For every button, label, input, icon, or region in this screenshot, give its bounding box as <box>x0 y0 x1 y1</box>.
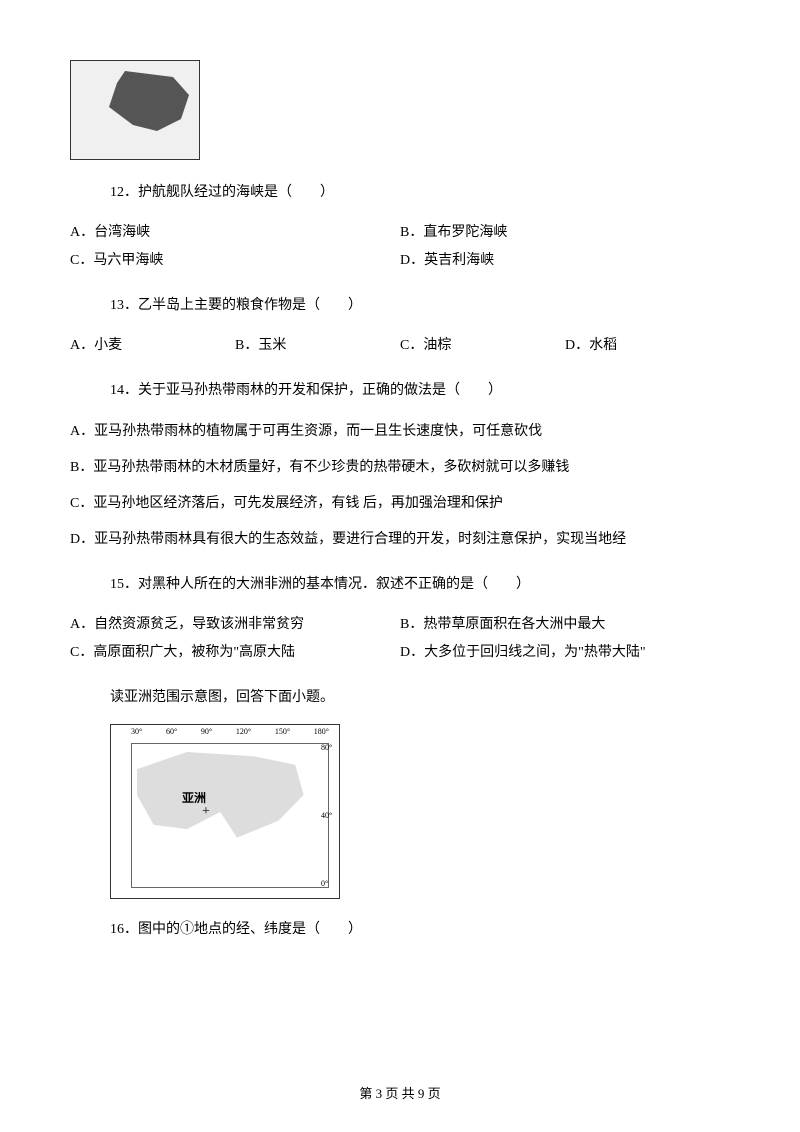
asia-landmass <box>137 752 304 838</box>
option-13b: B．玉米 <box>235 332 400 360</box>
option-13c: C．油棕 <box>400 332 565 360</box>
coord-lat-1: 40° <box>321 811 341 820</box>
map-longitude-labels: 30° 60° 90° 120° 150° 180° <box>131 727 329 736</box>
asia-map: 30° 60° 90° 120° 150° 180° 亚洲 + 80° 40° … <box>110 724 340 899</box>
map-grid: 亚洲 + <box>131 743 329 888</box>
option-15d: D．大多位于回归线之间，为"热带大陆" <box>400 639 730 667</box>
map-cross-icon: + <box>202 804 210 820</box>
china-silhouette <box>109 71 189 131</box>
option-15a: A．自然资源贫乏，导致该洲非常贫穷 <box>70 611 400 639</box>
question-14: 14．关于亚马孙热带雨林的开发和保护，正确的做法是（ ） <box>110 378 730 403</box>
coord-lon-0: 30° <box>131 727 142 736</box>
option-14c: C．亚马孙地区经济落后，可先发展经济，有钱 后，再加强治理和保护 <box>70 490 730 518</box>
map-latitude-labels: 80° 40° 0° <box>321 743 341 888</box>
option-13a: A．小麦 <box>70 332 235 360</box>
coord-lon-3: 120° <box>236 727 251 736</box>
page-footer: 第 3 页 共 9 页 <box>0 1083 800 1102</box>
option-14a: A．亚马孙热带雨林的植物属于可再生资源，而一且生长速度快，可任意砍伐 <box>70 418 730 446</box>
coord-lon-1: 60° <box>166 727 177 736</box>
coord-lon-2: 90° <box>201 727 212 736</box>
coord-lat-0: 80° <box>321 743 341 752</box>
china-route-map <box>70 60 200 160</box>
reading-instruction: 读亚洲范围示意图，回答下面小题。 <box>110 685 730 710</box>
coord-lon-4: 150° <box>275 727 290 736</box>
coord-lon-5: 180° <box>314 727 329 736</box>
coord-lat-2: 0° <box>321 879 341 888</box>
option-12c: C．马六甲海峡 <box>70 247 400 275</box>
question-15-options: A．自然资源贫乏，导致该洲非常贫穷 B．热带草原面积在各大洲中最大 C．高原面积… <box>70 611 730 667</box>
option-15c: C．高原面积广大，被称为"高原大陆 <box>70 639 400 667</box>
option-15b: B．热带草原面积在各大洲中最大 <box>400 611 730 639</box>
option-12a: A．台湾海峡 <box>70 219 400 247</box>
option-13d: D．水稻 <box>565 332 730 360</box>
option-12d: D．英吉利海峡 <box>400 247 730 275</box>
question-13-options: A．小麦 B．玉米 C．油棕 D．水稻 <box>70 332 730 360</box>
option-14d: D．亚马孙热带雨林具有很大的生态效益，要进行合理的开发，时刻注意保护，实现当地经 <box>70 526 730 554</box>
question-12-options: A．台湾海峡 B．直布罗陀海峡 C．马六甲海峡 D．英吉利海峡 <box>70 219 730 275</box>
question-15: 15．对黑种人所在的大洲非洲的基本情况．叙述不正确的是（ ） <box>110 572 730 597</box>
question-12: 12．护航舰队经过的海峡是（ ） <box>110 180 730 205</box>
option-14b: B．亚马孙热带雨林的木材质量好，有不少珍贵的热带硬木，多砍树就可以多赚钱 <box>70 454 730 482</box>
question-16: 16．图中的①地点的经、纬度是（ ） <box>110 917 730 942</box>
option-12b: B．直布罗陀海峡 <box>400 219 730 247</box>
question-13: 13．乙半岛上主要的粮食作物是（ ） <box>110 293 730 318</box>
